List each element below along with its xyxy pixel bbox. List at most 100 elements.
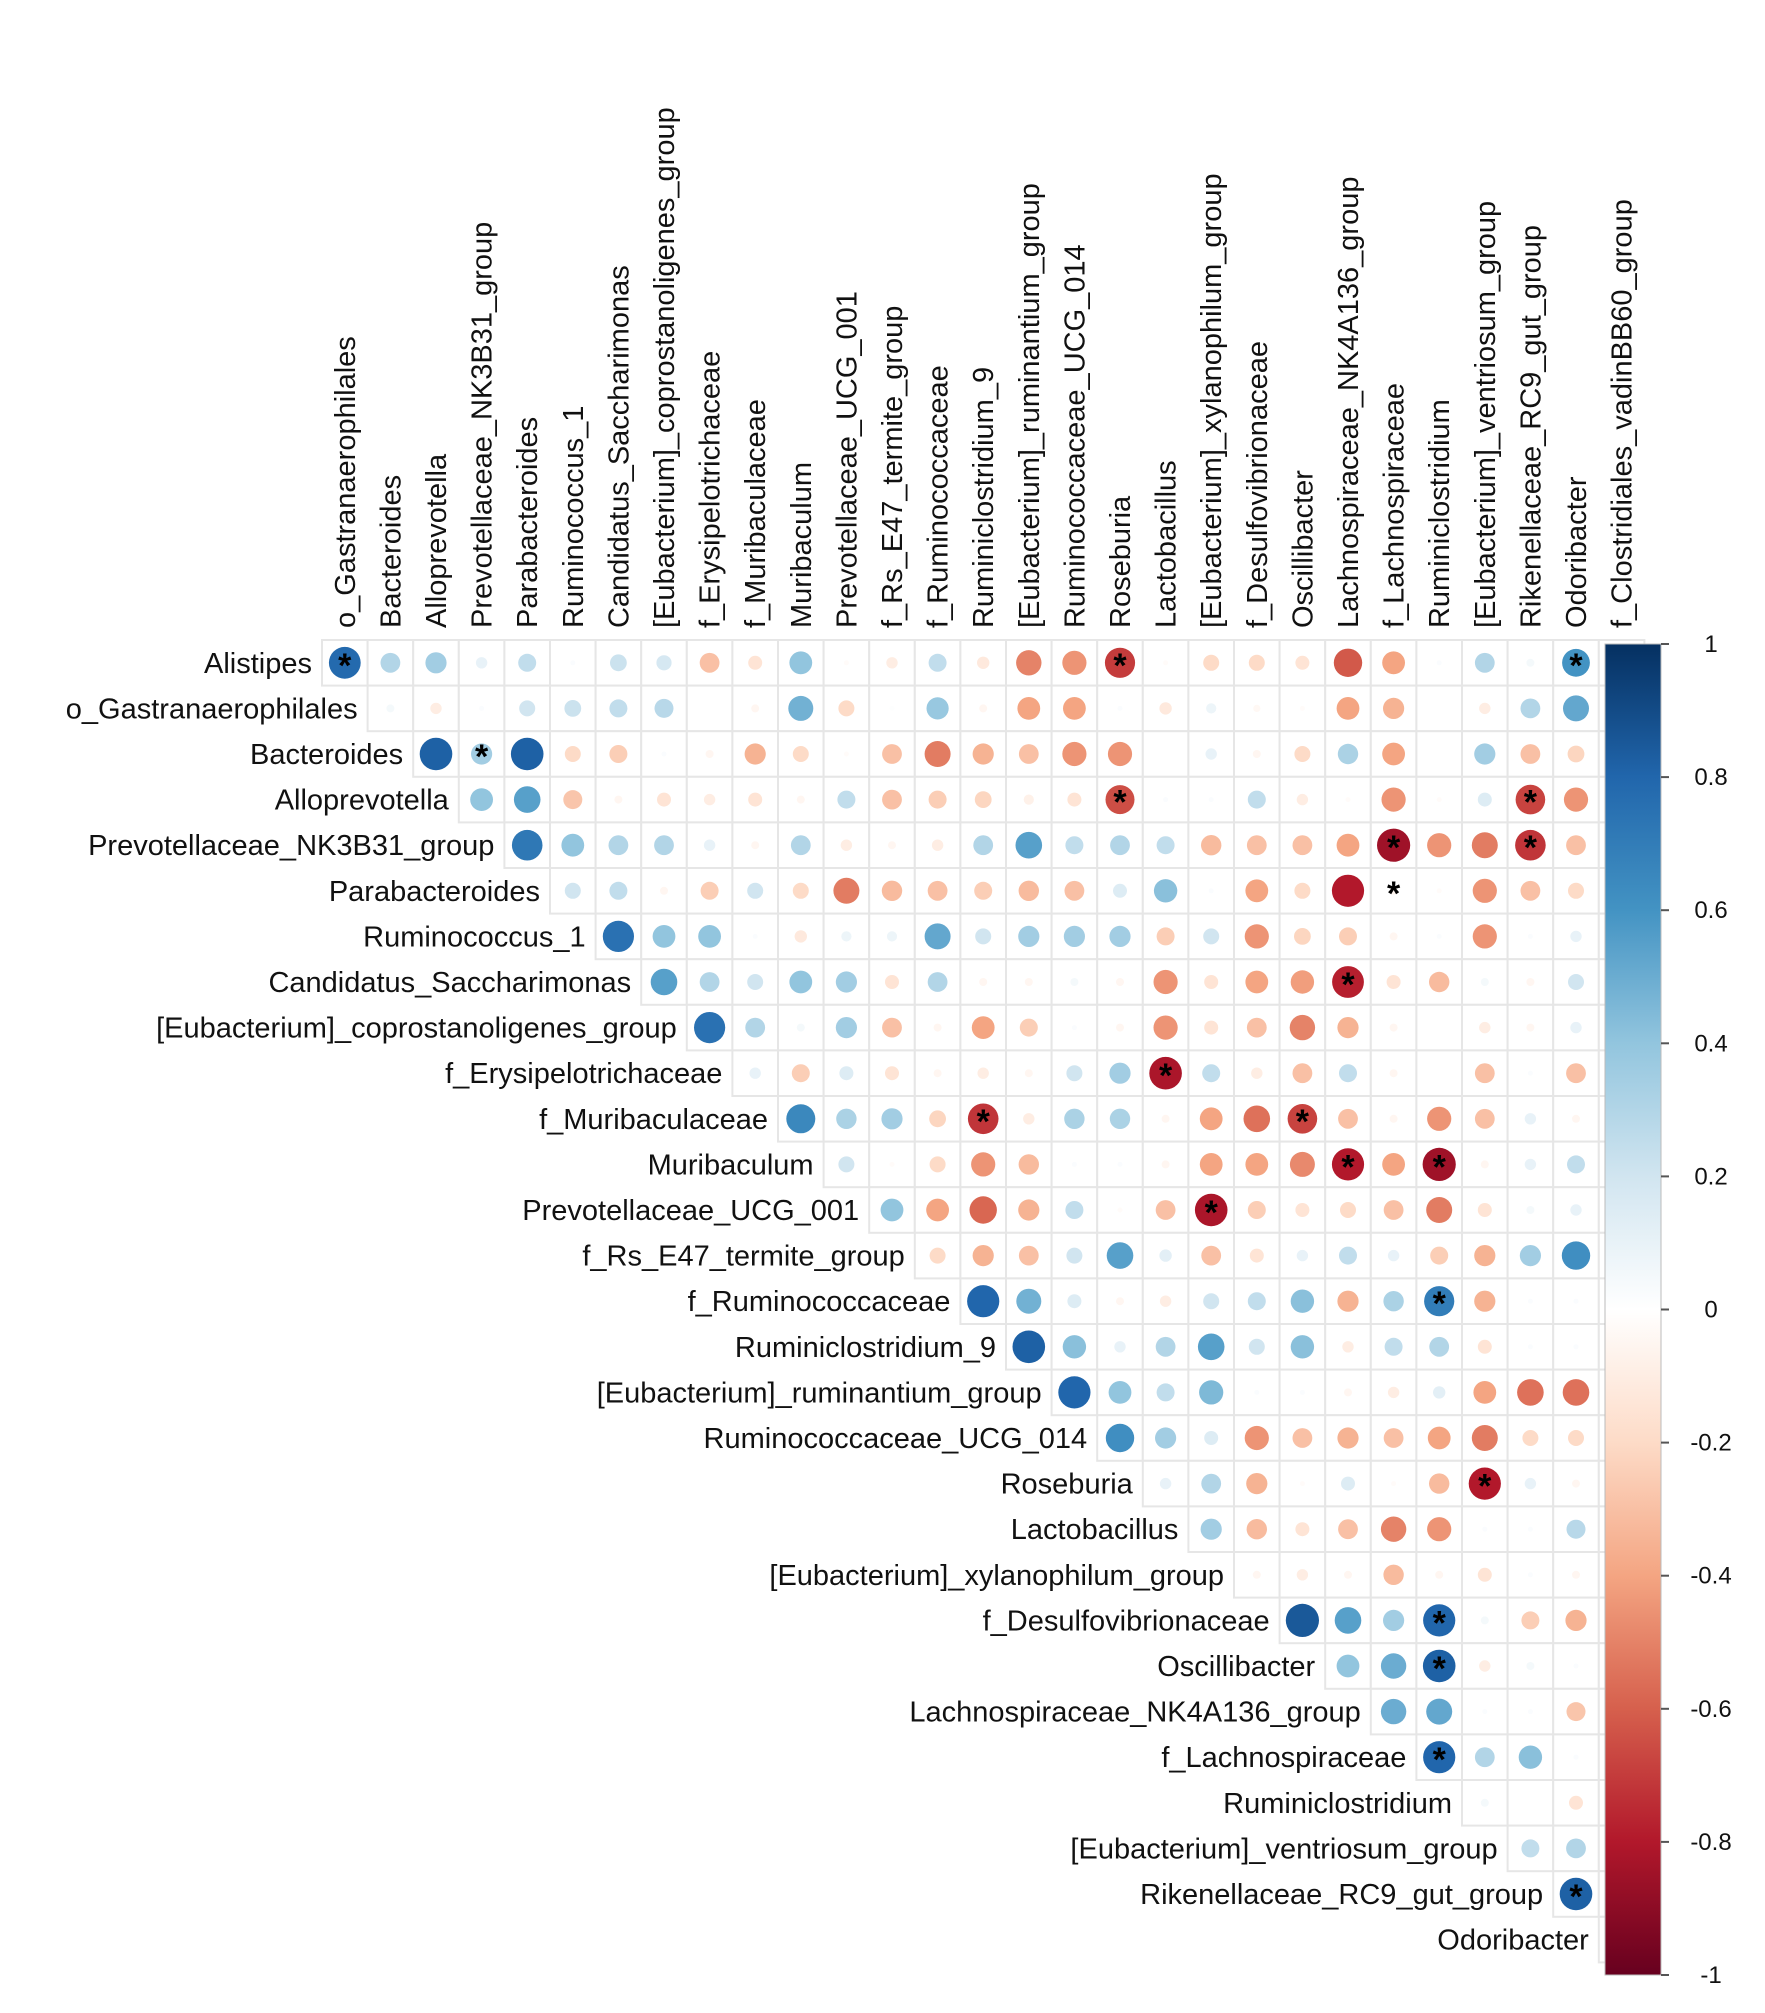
correlation-circle [1156,836,1175,855]
correlation-circle [1429,1336,1450,1357]
correlation-circle [1389,1023,1398,1032]
correlation-circle [1383,697,1405,720]
significance-star: * [1478,1468,1492,1506]
correlation-circle [838,1156,855,1173]
correlation-circle [705,750,714,758]
correlation-circle [564,746,581,762]
row-labels: Alistipes o_Gastranaerophilales Bacteroide… [66,648,1589,1957]
correlation-circle [1474,1747,1495,1768]
correlation-circle [1197,1333,1225,1361]
correlation-circle [888,841,896,850]
correlation-circle [841,931,852,942]
correlation-circle [1389,932,1398,941]
correlation-circle [1105,785,1135,815]
correlation-circle [1254,1389,1260,1395]
colorbar-tick-label: -1 [1700,1962,1721,1989]
correlation-circle [1573,1754,1579,1760]
correlation-circle [979,704,988,713]
correlation-circle [1573,1298,1579,1304]
correlation-circle [929,1156,946,1173]
correlation-circle [971,1152,996,1177]
correlation-circle [1331,1148,1365,1181]
correlation-circle [610,654,627,672]
significance-star: * [1433,1604,1447,1642]
correlation-circle [1058,1376,1091,1409]
column-label: f_Lachnospiraceae [1379,383,1411,628]
correlation-circle [972,1245,994,1267]
row-label: Roseburia [1001,1469,1134,1501]
correlation-circle [1521,1839,1540,1858]
correlation-circle [1515,784,1546,815]
correlation-circle [1285,1603,1319,1637]
significance-star: * [475,738,489,776]
correlation-circle [1018,1154,1039,1175]
correlation-circle [1065,836,1084,855]
correlation-circle [789,651,813,675]
correlation-circle [1526,1206,1535,1214]
correlation-circle [1572,1570,1580,1579]
correlation-circle [752,933,758,939]
correlation-circle [1116,1297,1124,1306]
row-label: Candidatus_Saccharimonas [268,967,631,999]
correlation-circle [791,1064,810,1083]
correlation-circle [924,741,951,767]
correlation-circle [1384,1337,1403,1356]
correlation-circle [699,652,720,673]
correlation-circle [1249,1248,1264,1263]
correlation-circle [1117,705,1123,711]
correlation-circle [1380,1698,1407,1725]
correlation-circle [1526,658,1535,667]
correlation-circle [1341,1476,1355,1491]
correlation-circle [657,792,671,807]
correlation-circle [1527,1800,1533,1806]
significance-star: * [1113,647,1127,685]
correlation-circle [1482,1526,1488,1532]
correlation-circle [1566,1702,1586,1722]
correlation-circle [1477,792,1492,807]
correlation-circle [1337,743,1359,765]
colorbar-gradient [1604,643,1662,1976]
column-label: f_Erysipelotrichaceae [695,351,727,628]
correlation-circle [1208,888,1214,894]
correlation-circle [933,1069,942,1078]
correlation-circle [1480,1798,1489,1807]
correlation-circle [931,839,944,851]
correlation-circle [1387,1386,1400,1399]
correlation-circle [1251,1067,1263,1079]
correlation-circle [1203,928,1220,945]
row-label: Rikenellaceae_RC9_gut_group [1140,1879,1543,1911]
correlation-circle [1436,933,1442,939]
correlation-circle [430,702,442,715]
correlation-circle [1194,1193,1228,1227]
correlation-circle [1295,1522,1310,1537]
column-labels: o_Gastranaerophilales Bacteroides Alloprev… [330,107,1639,628]
correlation-circle [973,835,994,856]
correlation-circle [751,704,760,713]
correlation-circle [1517,1379,1544,1406]
correlation-circle [1161,1114,1170,1123]
correlation-circle [479,705,485,711]
correlation-circle [1423,1604,1456,1637]
correlation-circle [1474,1108,1495,1129]
correlation-circle [1244,924,1269,949]
correlation-circle [1377,828,1411,862]
correlation-circle [1389,1069,1398,1078]
correlation-circle [1023,1113,1035,1125]
correlation-circle [1159,1295,1172,1307]
correlation-circle [1520,744,1541,764]
correlation-circle [1526,1023,1535,1032]
correlation-circle [1104,647,1136,678]
correlation-circle [1016,1288,1042,1314]
correlation-circle [1433,1386,1446,1399]
row-label: Lactobacillus [1011,1514,1179,1546]
correlation-circle [1334,1607,1362,1634]
correlation-circle [1245,1153,1269,1176]
correlation-circle [1524,1113,1537,1125]
correlation-circle [885,975,899,989]
column-label: f_Clostridiales_vadinBB60_group [1607,199,1639,628]
correlation-circle [1520,698,1541,719]
correlation-circle [977,1067,989,1079]
significance-star: * [1569,1878,1583,1916]
correlation-circle [1204,975,1219,989]
correlation-circle [609,745,628,763]
